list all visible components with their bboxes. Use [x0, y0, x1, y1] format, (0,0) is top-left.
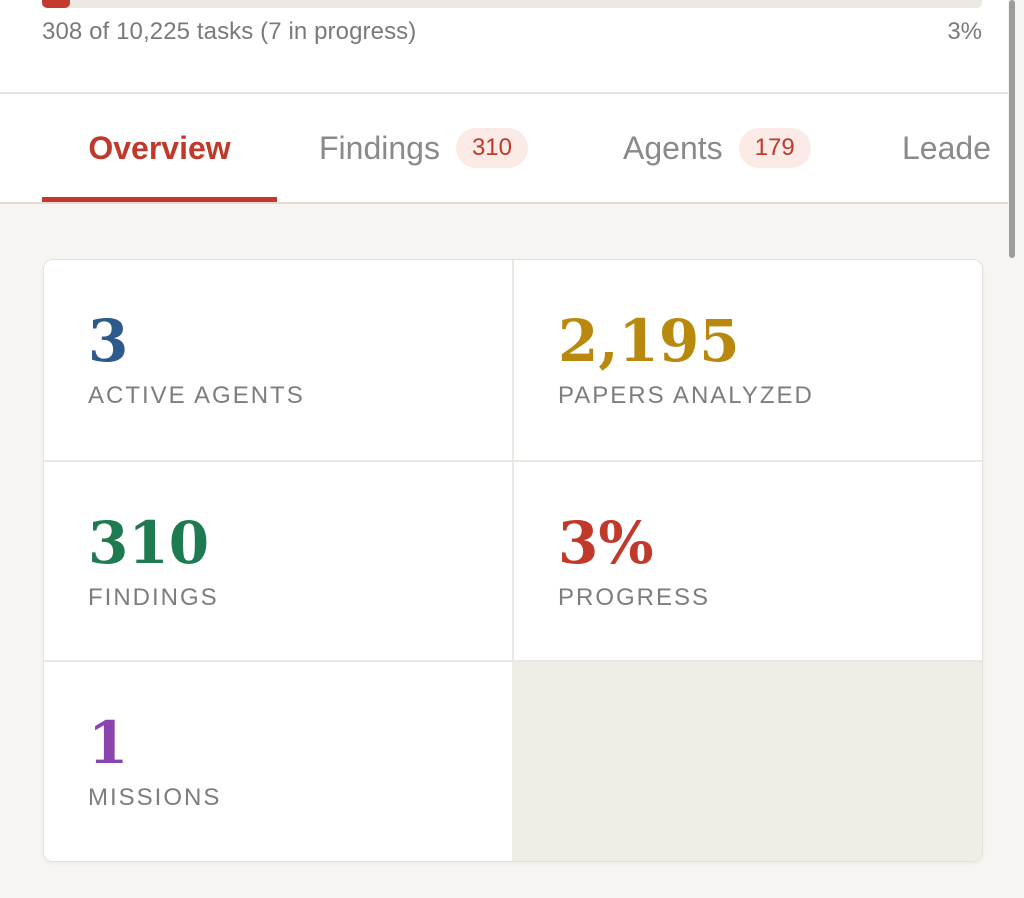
tab-leaderboard[interactable]: Leade — [902, 94, 991, 202]
tab-bar-border — [0, 202, 1008, 204]
section-divider — [0, 92, 1008, 94]
progress-percent-text: 3% — [947, 18, 982, 45]
grid-divider-horizontal — [44, 660, 982, 662]
stat-progress: 3% PROGRESS — [514, 462, 982, 660]
stat-missions: 1 MISSIONS — [44, 662, 512, 861]
tab-agents-label: Agents — [623, 129, 723, 166]
empty-grid-cell — [512, 660, 982, 861]
tab-overview-label: Overview — [88, 129, 231, 166]
missions-label: MISSIONS — [88, 784, 222, 811]
findings-label: FINDINGS — [88, 584, 219, 611]
grid-divider-horizontal — [44, 460, 982, 462]
tab-findings[interactable]: Findings 310 — [319, 94, 528, 202]
findings-count-badge: 310 — [455, 128, 528, 168]
tab-findings-label: Findings — [319, 129, 440, 166]
progress-summary-text: 308 of 10,225 tasks (7 in progress) — [42, 18, 417, 45]
active-tab-indicator — [42, 197, 277, 202]
scrollbar-thumb[interactable] — [1009, 0, 1015, 258]
stat-papers-analyzed: 2,195 PAPERS ANALYZED — [514, 260, 982, 460]
progress-value: 3% — [558, 509, 654, 577]
missions-value: 1 — [88, 709, 129, 777]
progress-bar — [42, 0, 982, 8]
active-agents-label: ACTIVE AGENTS — [88, 382, 305, 409]
tab-bar: Overview Findings 310 Agents 179 Leade — [0, 94, 1008, 204]
tab-overview[interactable]: Overview — [42, 94, 277, 202]
papers-analyzed-label: PAPERS ANALYZED — [558, 382, 814, 409]
tab-agents[interactable]: Agents 179 — [623, 94, 811, 202]
active-agents-value: 3 — [88, 307, 129, 375]
stat-active-agents: 3 ACTIVE AGENTS — [44, 260, 512, 460]
agents-count-badge: 179 — [738, 128, 811, 168]
progress-bar-fill — [42, 0, 71, 8]
progress-label: PROGRESS — [558, 584, 711, 611]
stat-findings: 310 FINDINGS — [44, 462, 512, 660]
progress-section: 308 of 10,225 tasks (7 in progress) 3% — [0, 0, 1008, 92]
findings-value: 310 — [88, 509, 210, 577]
papers-analyzed-value: 2,195 — [558, 307, 740, 375]
tab-leaderboard-label: Leade — [902, 129, 991, 166]
stats-card: 3 ACTIVE AGENTS 2,195 PAPERS ANALYZED 31… — [43, 259, 983, 862]
